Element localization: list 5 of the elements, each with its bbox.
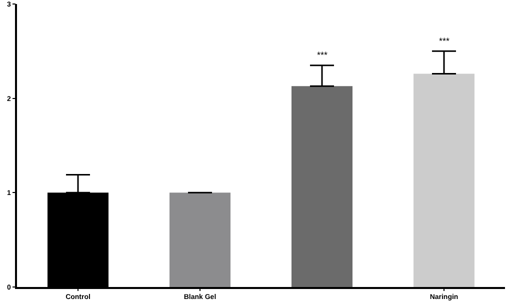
bar: [170, 192, 230, 287]
annotation: ***: [439, 36, 450, 46]
bar: [414, 74, 474, 287]
annotation: ***: [317, 50, 328, 60]
bar: [292, 86, 352, 287]
